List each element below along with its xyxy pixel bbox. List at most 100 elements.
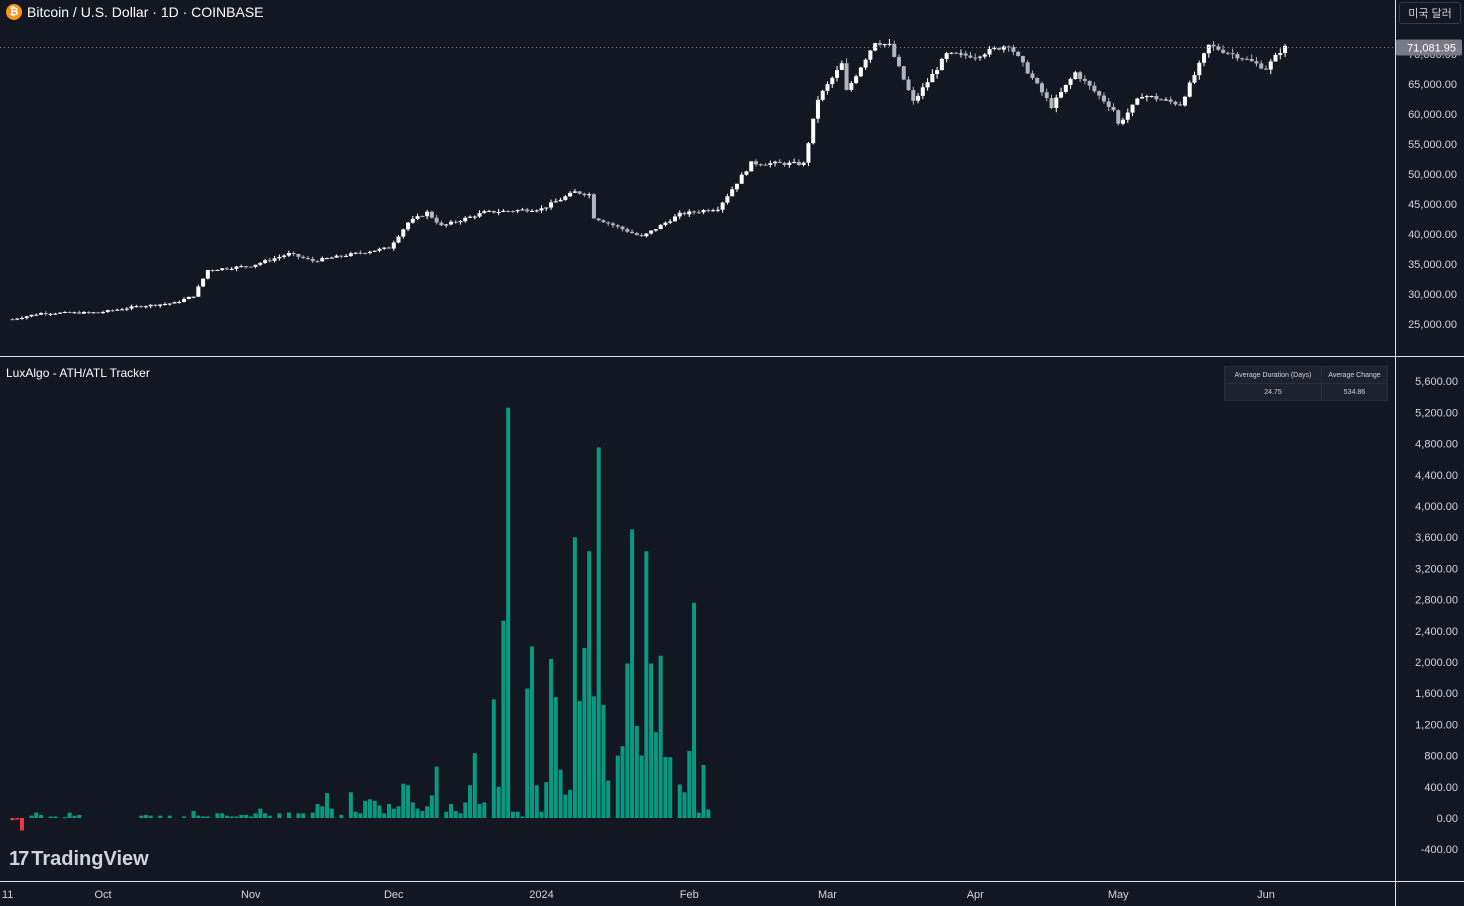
- indicator-bar[interactable]: [534, 785, 539, 818]
- candle[interactable]: [491, 210, 496, 213]
- candle[interactable]: [515, 210, 520, 212]
- indicator-bar[interactable]: [544, 782, 549, 818]
- candle[interactable]: [1230, 53, 1235, 55]
- candle[interactable]: [753, 161, 758, 165]
- candle[interactable]: [124, 308, 129, 310]
- indicator-bar[interactable]: [420, 810, 425, 818]
- candle[interactable]: [415, 216, 420, 219]
- indicator-bar[interactable]: [315, 803, 320, 818]
- candle[interactable]: [668, 221, 673, 223]
- candle[interactable]: [801, 162, 806, 165]
- indicator-bar[interactable]: [434, 766, 439, 818]
- candle[interactable]: [1254, 61, 1259, 64]
- candle[interactable]: [1178, 104, 1183, 106]
- candle[interactable]: [672, 216, 677, 222]
- candle[interactable]: [744, 171, 749, 175]
- candle[interactable]: [549, 202, 554, 208]
- candle[interactable]: [973, 57, 978, 59]
- indicator-bar[interactable]: [148, 815, 153, 818]
- candle[interactable]: [353, 252, 358, 254]
- candle[interactable]: [911, 90, 916, 101]
- candle[interactable]: [987, 48, 992, 55]
- candle[interactable]: [978, 56, 983, 58]
- indicator-bar[interactable]: [620, 746, 625, 818]
- indicator-bar[interactable]: [468, 785, 473, 818]
- indicator-bar[interactable]: [301, 813, 306, 818]
- candle[interactable]: [58, 312, 63, 314]
- candle[interactable]: [768, 163, 773, 165]
- indicator-bar[interactable]: [596, 447, 601, 819]
- indicator-bar[interactable]: [572, 537, 577, 818]
- indicator-bar[interactable]: [201, 816, 206, 818]
- candle[interactable]: [1073, 72, 1078, 79]
- indicator-bar[interactable]: [510, 811, 515, 818]
- candle[interactable]: [916, 95, 921, 101]
- candle[interactable]: [873, 43, 878, 51]
- candle[interactable]: [868, 50, 873, 60]
- indicator-bar[interactable]: [529, 646, 534, 818]
- candle[interactable]: [1240, 58, 1245, 60]
- indicator-bar[interactable]: [563, 794, 568, 818]
- candle[interactable]: [954, 52, 959, 54]
- candle[interactable]: [997, 47, 1002, 50]
- candle[interactable]: [186, 296, 191, 300]
- candle[interactable]: [172, 302, 177, 304]
- indicator-bar[interactable]: [182, 816, 187, 818]
- candle[interactable]: [501, 210, 506, 212]
- candle[interactable]: [315, 261, 320, 263]
- candle[interactable]: [1035, 77, 1040, 84]
- candle[interactable]: [234, 266, 239, 269]
- candle[interactable]: [286, 253, 291, 256]
- indicator-bar[interactable]: [425, 806, 430, 818]
- candle[interactable]: [854, 76, 859, 84]
- candle[interactable]: [177, 301, 182, 303]
- candle[interactable]: [43, 313, 48, 315]
- indicator-bar[interactable]: [143, 814, 148, 818]
- candle[interactable]: [224, 268, 229, 270]
- candle[interactable]: [1173, 101, 1178, 105]
- indicator-bar[interactable]: [491, 699, 496, 818]
- candle[interactable]: [410, 218, 415, 223]
- candle[interactable]: [329, 257, 334, 259]
- candle[interactable]: [525, 209, 530, 212]
- candle[interactable]: [334, 255, 339, 258]
- candle[interactable]: [67, 312, 72, 314]
- indicator-bar[interactable]: [158, 815, 163, 818]
- candle[interactable]: [348, 253, 353, 256]
- indicator-bar[interactable]: [258, 808, 263, 818]
- candle[interactable]: [139, 306, 144, 308]
- candle[interactable]: [134, 306, 139, 308]
- indicator-bar[interactable]: [591, 696, 596, 818]
- indicator-bar[interactable]: [48, 816, 53, 818]
- candle[interactable]: [72, 312, 77, 314]
- candle[interactable]: [544, 207, 549, 209]
- candle[interactable]: [634, 233, 639, 236]
- candle[interactable]: [143, 306, 148, 308]
- candle[interactable]: [825, 84, 830, 91]
- candle[interactable]: [263, 260, 268, 263]
- candle[interactable]: [601, 220, 606, 223]
- candle[interactable]: [663, 222, 668, 225]
- indicator-bar[interactable]: [682, 792, 687, 818]
- candle[interactable]: [1087, 80, 1092, 86]
- candle[interactable]: [96, 312, 101, 314]
- candle[interactable]: [711, 210, 716, 212]
- indicator-bar[interactable]: [463, 802, 468, 818]
- candle[interactable]: [782, 162, 787, 165]
- candle[interactable]: [611, 223, 616, 226]
- indicator-bar[interactable]: [615, 755, 620, 818]
- candle[interactable]: [1068, 78, 1073, 85]
- candle[interactable]: [1130, 104, 1135, 113]
- candle[interactable]: [1111, 106, 1116, 111]
- indicator-bar[interactable]: [649, 663, 654, 818]
- indicator-bar[interactable]: [348, 792, 353, 818]
- candle[interactable]: [649, 230, 654, 234]
- candle[interactable]: [91, 312, 96, 314]
- candle[interactable]: [153, 304, 158, 306]
- candle[interactable]: [792, 161, 797, 163]
- candle[interactable]: [839, 63, 844, 70]
- candle[interactable]: [830, 77, 835, 85]
- candle[interactable]: [10, 319, 15, 321]
- candle[interactable]: [129, 306, 134, 309]
- candle[interactable]: [1025, 62, 1030, 74]
